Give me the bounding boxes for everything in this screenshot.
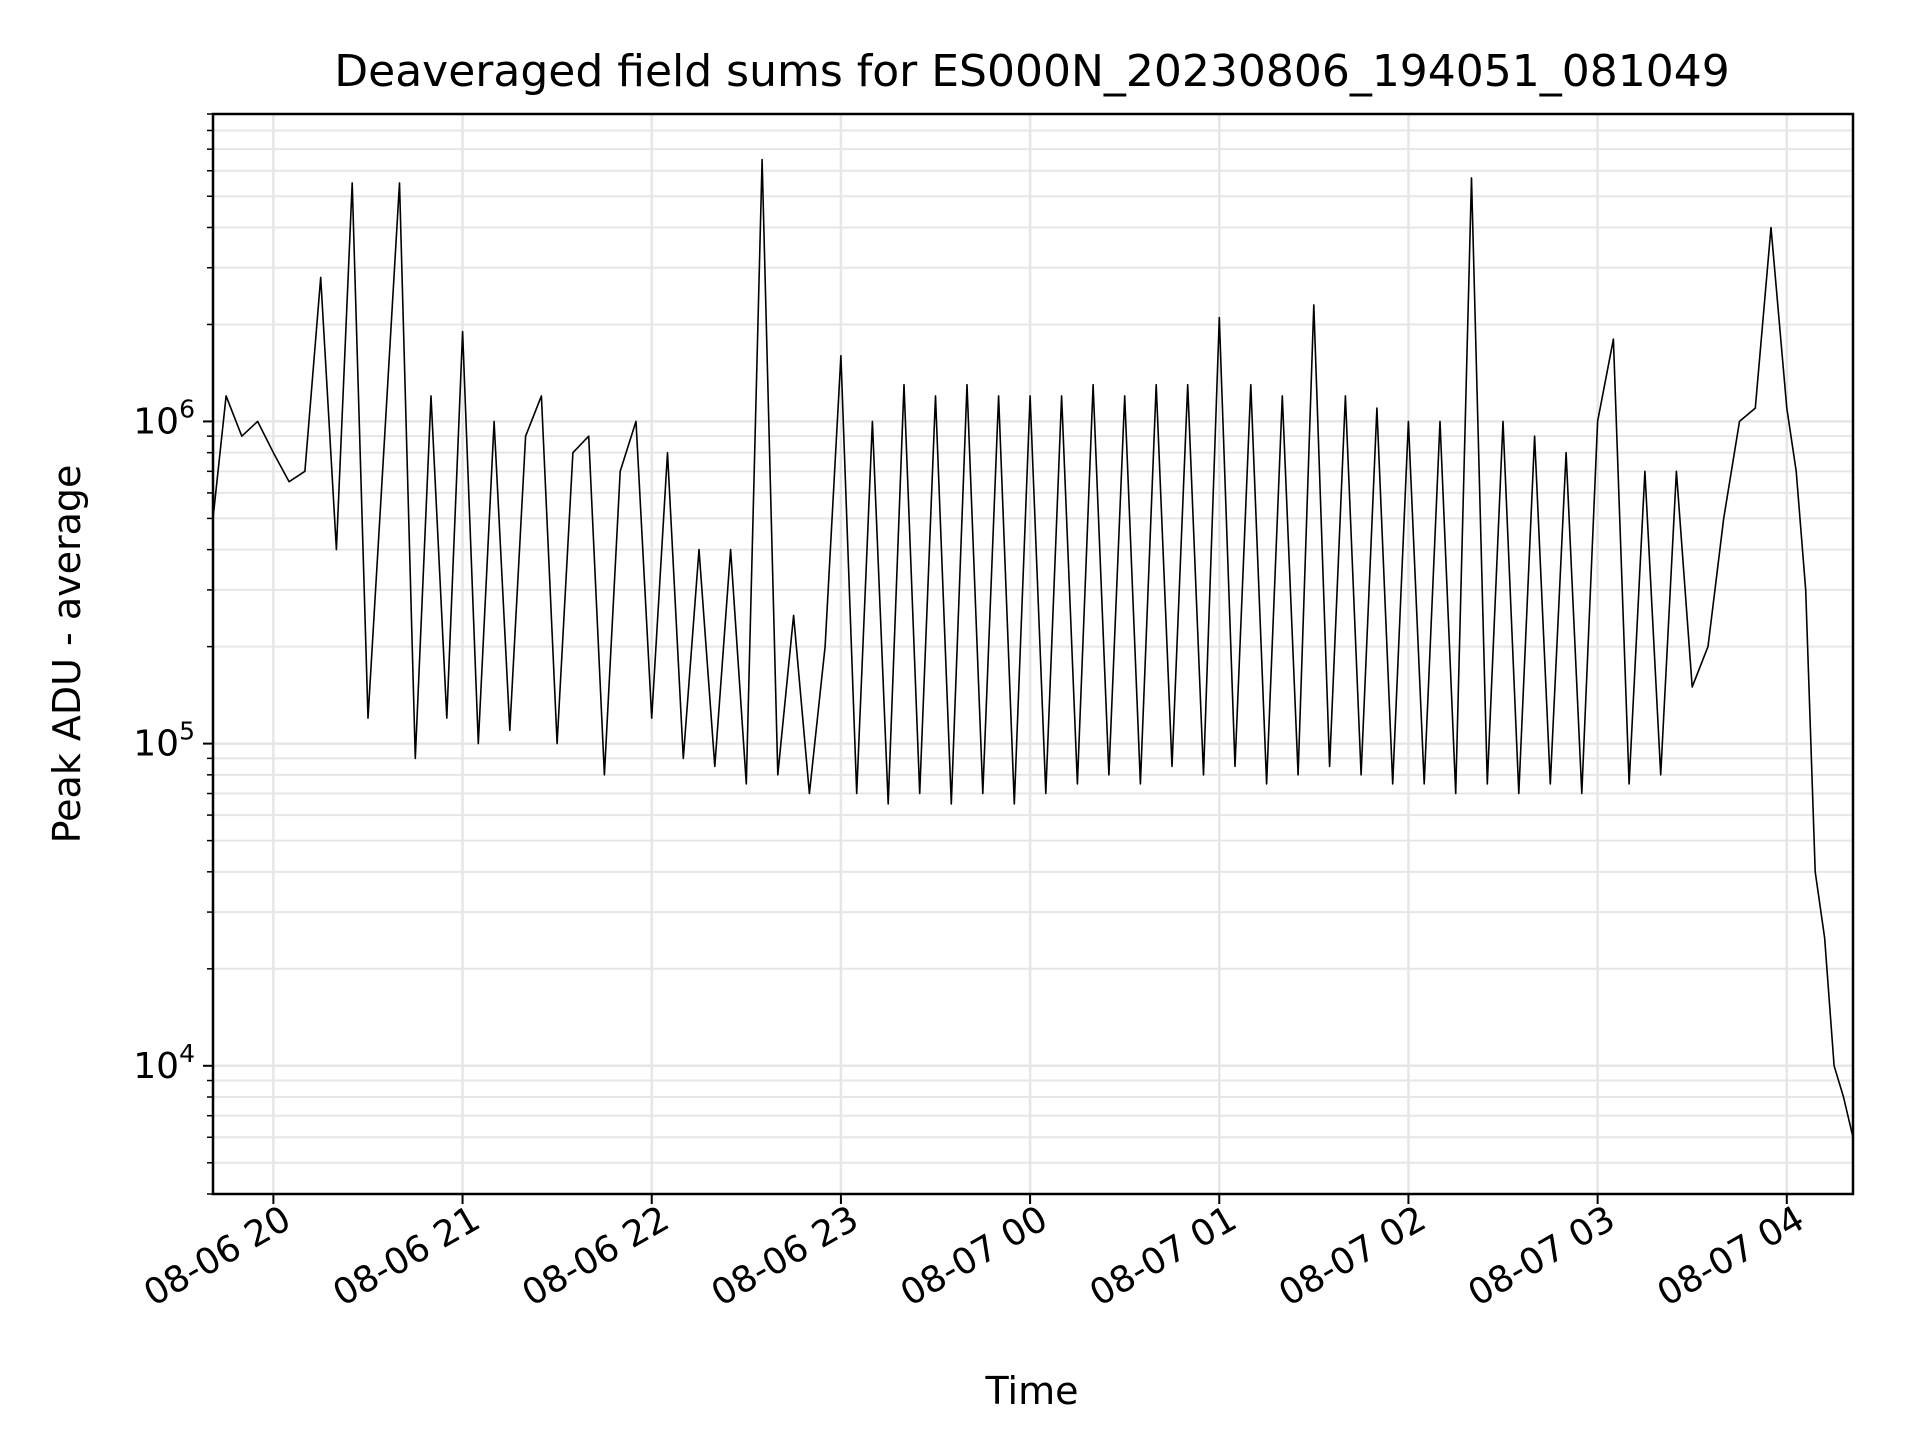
x-axis-label: Time (985, 1369, 1079, 1413)
plot-frame (211, 112, 1855, 1196)
y-tick-label: 104 (133, 1039, 195, 1087)
y-tick-label: 106 (133, 394, 195, 442)
y-tick-base: 10 (133, 724, 179, 765)
y-axis-label: Peak ADU - average (45, 465, 89, 844)
chart-title: Deaveraged field sums for ES000N_2023080… (334, 46, 1730, 97)
series-line-0 (212, 158, 1854, 1138)
y-tick-label: 105 (133, 717, 195, 765)
y-tick-exponent: 5 (179, 717, 195, 746)
y-tick-exponent: 4 (179, 1039, 195, 1068)
y-tick-exponent: 6 (179, 394, 195, 423)
series-group (212, 158, 1854, 1138)
y-tick-base: 10 (133, 401, 179, 442)
y-tick-base: 10 (133, 1046, 179, 1087)
